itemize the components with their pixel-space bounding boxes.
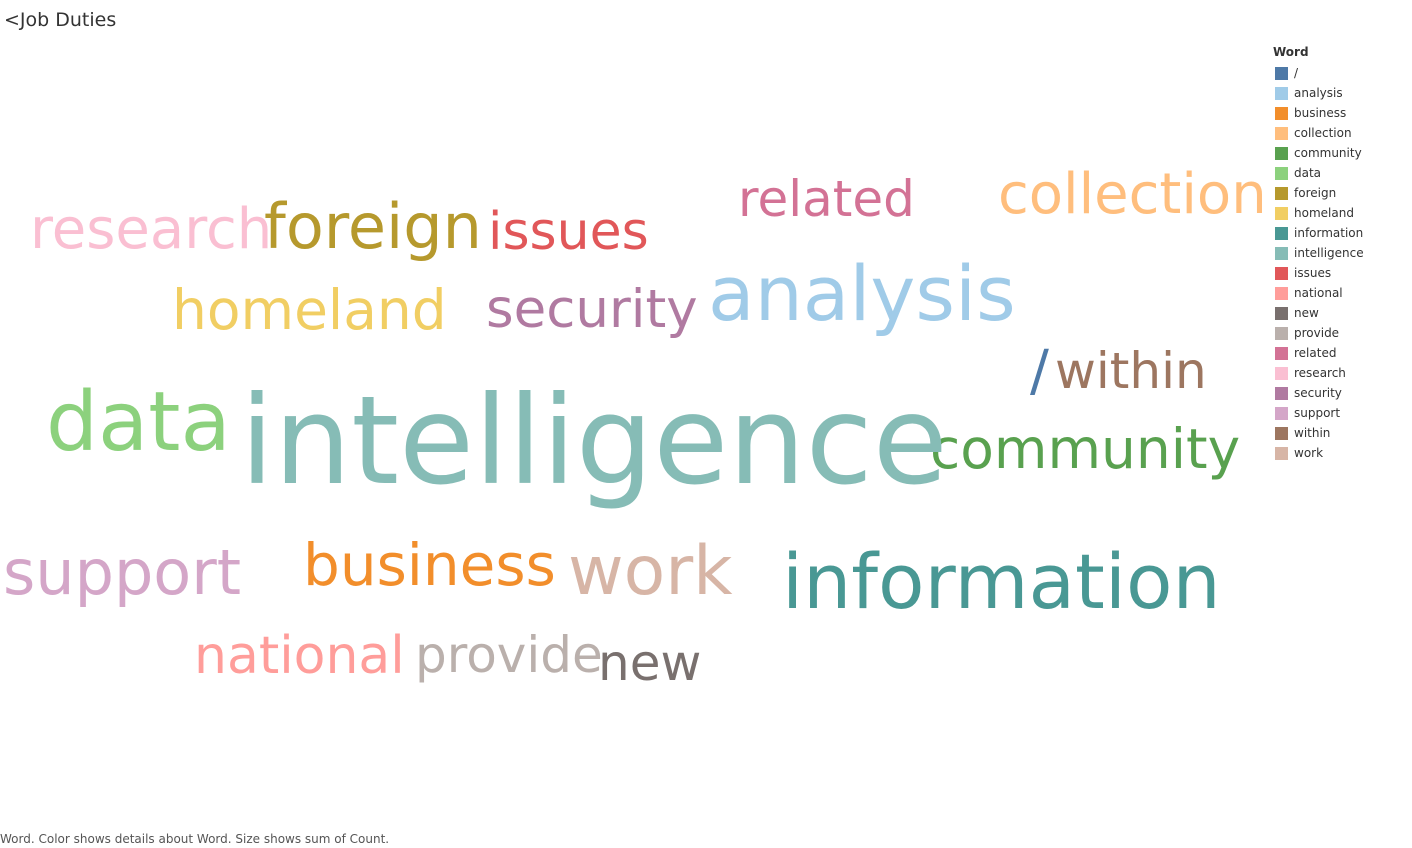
legend-swatch bbox=[1275, 406, 1288, 420]
legend-item[interactable]: business bbox=[1273, 103, 1364, 123]
word-provide[interactable]: provide bbox=[415, 626, 603, 684]
legend: Word / analysis business collection communit… bbox=[1273, 45, 1364, 463]
word-business[interactable]: business bbox=[303, 531, 556, 599]
legend-title: Word bbox=[1273, 45, 1309, 59]
word-analysis[interactable]: analysis bbox=[708, 249, 1016, 338]
legend-item[interactable]: collection bbox=[1273, 123, 1364, 143]
legend-label: related bbox=[1294, 346, 1337, 360]
legend-label: new bbox=[1294, 306, 1319, 320]
legend-swatch bbox=[1275, 386, 1288, 400]
legend-label: provide bbox=[1294, 326, 1340, 340]
legend-label: security bbox=[1294, 386, 1342, 400]
word-work[interactable]: work bbox=[568, 532, 733, 611]
word-data[interactable]: data bbox=[46, 375, 231, 470]
legend-swatch bbox=[1275, 246, 1288, 260]
legend-label: national bbox=[1294, 286, 1343, 300]
legend-item[interactable]: provide bbox=[1273, 323, 1364, 343]
legend-label: collection bbox=[1294, 126, 1352, 140]
word-cloud: / analysis business collection community data… bbox=[3, 167, 1267, 692]
legend-swatch bbox=[1275, 106, 1288, 120]
legend-swatch bbox=[1275, 126, 1288, 140]
word-related[interactable]: related bbox=[738, 170, 915, 228]
legend-item[interactable]: support bbox=[1273, 403, 1364, 423]
legend-item[interactable]: intelligence bbox=[1273, 243, 1364, 263]
legend-label: / bbox=[1294, 66, 1299, 80]
word-community[interactable]: community bbox=[930, 417, 1241, 481]
legend-swatch bbox=[1275, 206, 1288, 220]
legend-item[interactable]: / bbox=[1273, 63, 1364, 83]
legend-swatch bbox=[1275, 366, 1288, 380]
legend-label: foreign bbox=[1294, 186, 1337, 200]
legend-item[interactable]: foreign bbox=[1273, 183, 1364, 203]
legend-item[interactable]: community bbox=[1273, 143, 1364, 163]
legend-item[interactable]: new bbox=[1273, 303, 1364, 323]
legend-item[interactable]: data bbox=[1273, 163, 1364, 183]
legend-swatch bbox=[1275, 306, 1288, 320]
legend-label: information bbox=[1294, 226, 1364, 240]
chart-caption: Word. Color shows details about Word. Si… bbox=[0, 832, 390, 846]
word-foreign[interactable]: foreign bbox=[264, 190, 482, 263]
legend-swatch bbox=[1275, 186, 1288, 200]
legend-label: intelligence bbox=[1294, 246, 1364, 260]
word-national[interactable]: national bbox=[194, 626, 405, 686]
word-information[interactable]: information bbox=[782, 537, 1221, 626]
legend-item[interactable]: within bbox=[1273, 423, 1364, 443]
word-slash[interactable]: / bbox=[1030, 339, 1049, 404]
word-new[interactable]: new bbox=[598, 634, 702, 692]
word-homeland[interactable]: homeland bbox=[172, 278, 447, 342]
legend-label: analysis bbox=[1294, 86, 1343, 100]
word-within[interactable]: within bbox=[1055, 342, 1207, 400]
legend-swatch bbox=[1275, 146, 1288, 160]
legend-label: within bbox=[1294, 426, 1331, 440]
legend-swatch bbox=[1275, 66, 1288, 80]
word-issues[interactable]: issues bbox=[488, 202, 649, 262]
legend-label: support bbox=[1294, 406, 1341, 420]
legend-swatch bbox=[1275, 266, 1288, 280]
legend-label: issues bbox=[1294, 266, 1332, 280]
legend-item[interactable]: issues bbox=[1273, 263, 1364, 283]
legend-label: homeland bbox=[1294, 206, 1354, 220]
legend-swatch bbox=[1275, 346, 1288, 360]
legend-swatch bbox=[1275, 326, 1288, 340]
legend-item[interactable]: information bbox=[1273, 223, 1364, 243]
back-title-link[interactable]: <Job Duties bbox=[4, 9, 117, 31]
legend-label: work bbox=[1294, 446, 1324, 460]
legend-item[interactable]: homeland bbox=[1273, 203, 1364, 223]
legend-item[interactable]: research bbox=[1273, 363, 1364, 383]
legend-item[interactable]: security bbox=[1273, 383, 1364, 403]
legend-swatch bbox=[1275, 226, 1288, 240]
legend-item[interactable]: related bbox=[1273, 343, 1364, 363]
word-research[interactable]: research bbox=[30, 197, 273, 262]
word-collection[interactable]: collection bbox=[998, 162, 1267, 227]
legend-item[interactable]: national bbox=[1273, 283, 1364, 303]
legend-item[interactable]: analysis bbox=[1273, 83, 1364, 103]
legend-swatch bbox=[1275, 426, 1288, 440]
legend-swatch bbox=[1275, 86, 1288, 100]
legend-label: data bbox=[1294, 166, 1322, 180]
legend-swatch bbox=[1275, 446, 1288, 460]
legend-swatch bbox=[1275, 166, 1288, 180]
word-intelligence[interactable]: intelligence bbox=[240, 370, 948, 512]
legend-swatch bbox=[1275, 286, 1288, 300]
legend-label: community bbox=[1294, 146, 1362, 160]
legend-items: / analysis business collection community data… bbox=[1273, 63, 1364, 463]
legend-label: business bbox=[1294, 106, 1347, 120]
word-security[interactable]: security bbox=[486, 279, 698, 340]
legend-label: research bbox=[1294, 366, 1346, 380]
word-support[interactable]: support bbox=[3, 536, 242, 609]
legend-item[interactable]: work bbox=[1273, 443, 1364, 463]
